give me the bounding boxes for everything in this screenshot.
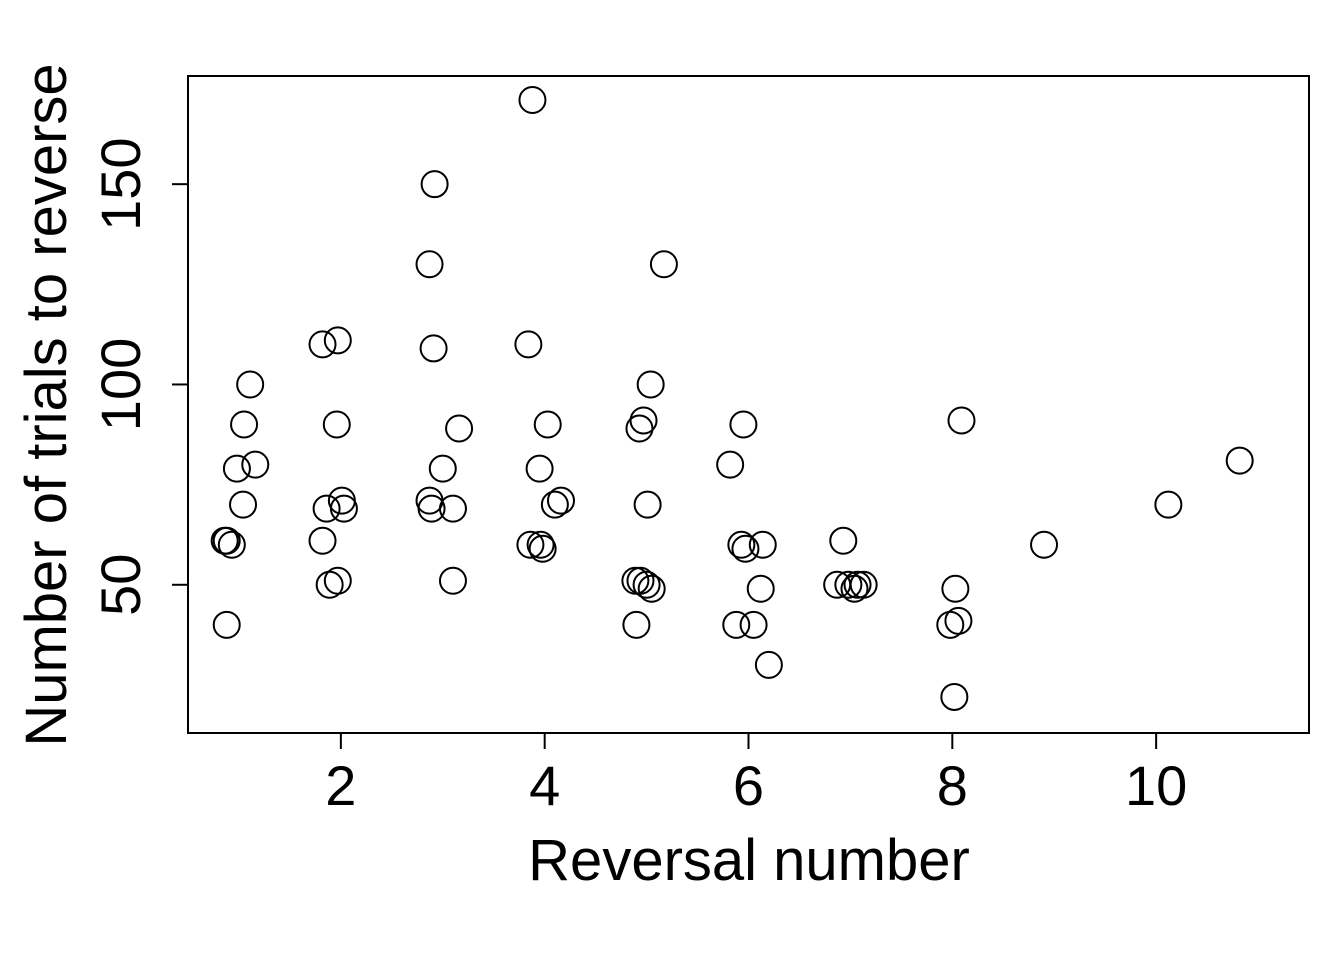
data-point-22: [419, 334, 448, 363]
data-point-12: [312, 494, 341, 523]
data-point-55: [754, 650, 783, 679]
data-point-8: [241, 450, 270, 479]
data-point-2: [212, 526, 241, 555]
x-tick-label-8: 8: [937, 754, 968, 817]
data-point-6: [230, 410, 259, 439]
data-point-50: [729, 410, 758, 439]
data-point-42: [633, 490, 662, 519]
data-point-4: [222, 454, 251, 483]
data-point-67: [1030, 530, 1059, 559]
data-point-7: [236, 370, 265, 399]
data-point-44: [637, 574, 666, 603]
y-tick-label-100: 100: [89, 338, 152, 431]
data-point-14: [322, 410, 351, 439]
data-point-40: [629, 406, 658, 435]
data-point-54: [748, 530, 777, 559]
x-tick-label-2: 2: [325, 754, 356, 817]
data-point-36: [546, 486, 575, 515]
data-points: [210, 86, 1254, 711]
data-point-46: [622, 610, 651, 639]
data-point-5: [229, 490, 258, 519]
data-point-19: [415, 250, 444, 279]
data-point-11: [308, 526, 337, 555]
data-point-68: [1154, 490, 1183, 519]
data-point-57: [829, 526, 858, 555]
plot-frame: [187, 75, 1310, 734]
data-point-35: [540, 490, 569, 519]
data-point-48: [722, 610, 751, 639]
data-point-43: [636, 370, 665, 399]
data-point-18: [329, 494, 358, 523]
y-axis: 50 100 150: [89, 137, 189, 616]
x-axis: 2 4 6 8 10: [325, 732, 1187, 817]
data-point-23: [420, 170, 449, 199]
x-tick-label-6: 6: [733, 754, 764, 817]
data-point-69: [1225, 446, 1254, 475]
data-point-60: [843, 570, 872, 599]
data-point-49: [727, 530, 756, 559]
data-point-61: [849, 570, 878, 599]
data-point-63: [940, 682, 969, 711]
y-tick-label-50: 50: [89, 554, 152, 616]
data-point-64: [941, 574, 970, 603]
x-tick-label-10: 10: [1125, 754, 1187, 817]
data-point-30: [518, 86, 547, 115]
data-point-3: [217, 530, 246, 559]
data-point-52: [739, 610, 768, 639]
y-tick-label-150: 150: [89, 137, 152, 230]
data-point-66: [947, 406, 976, 435]
data-point-21: [417, 494, 446, 523]
data-point-53: [746, 574, 775, 603]
data-point-45: [649, 250, 678, 279]
x-tick-label-4: 4: [529, 754, 560, 817]
data-point-56: [823, 570, 852, 599]
data-point-32: [526, 530, 555, 559]
data-point-28: [514, 330, 543, 359]
data-point-33: [528, 534, 557, 563]
data-point-31: [525, 454, 554, 483]
data-point-29: [516, 530, 545, 559]
data-point-65: [944, 606, 973, 635]
data-point-24: [428, 454, 457, 483]
data-point-51: [731, 534, 760, 563]
x-axis-title: Reversal number: [528, 828, 970, 893]
data-point-15: [323, 326, 352, 355]
data-point-41: [632, 570, 661, 599]
data-point-47: [716, 450, 745, 479]
data-point-16: [323, 566, 352, 595]
data-point-9: [212, 610, 241, 639]
data-point-27: [445, 414, 474, 443]
y-axis-title: Number of trials to reverse: [14, 63, 79, 746]
data-point-10: [308, 330, 337, 359]
data-point-26: [438, 566, 467, 595]
data-point-58: [834, 570, 863, 599]
data-point-38: [625, 414, 654, 443]
data-point-34: [533, 410, 562, 439]
data-point-25: [438, 494, 467, 523]
